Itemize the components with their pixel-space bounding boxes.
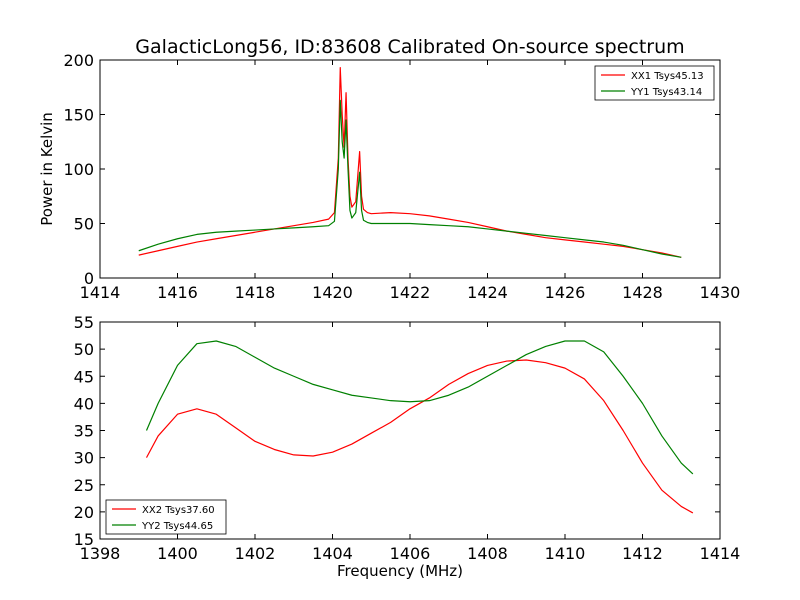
- x-tick-label: 1414: [700, 544, 741, 563]
- legend-label-1: XX2 Tsys37.60: [142, 505, 215, 516]
- y-tick-label: 30: [74, 449, 94, 468]
- legend: XX2 Tsys37.60 YY2 Tsys44.65: [105, 499, 227, 535]
- x-tick-label: 1416: [157, 283, 198, 302]
- y-tick-label: 45: [74, 367, 94, 386]
- x-tick-label: 1412: [622, 544, 663, 563]
- x-tick-label: 1424: [467, 283, 508, 302]
- top-panel: 1414 1416 1418 1420 1422 1424 1426 1428 1430 0 50 1…: [38, 51, 740, 302]
- y-tick-label: 100: [63, 160, 94, 179]
- figure-title: GalacticLong56, ID:83608 Calibrated On-s…: [135, 36, 684, 58]
- y-tick-label: 200: [63, 51, 94, 70]
- bottom-panel: 1398 1400 1402 1404 1406 1408 1410 1412 1414 15 20…: [74, 313, 741, 580]
- legend-box: [594, 65, 715, 101]
- y-tick-label: 150: [63, 106, 94, 125]
- y-tick-label: 15: [74, 530, 94, 549]
- x-tick-label: 1426: [545, 283, 586, 302]
- x-tick-label: 1404: [312, 544, 353, 563]
- y-tick-label: 40: [74, 394, 94, 413]
- x-tick-label: 1406: [390, 544, 431, 563]
- x-tick-label: 1430: [700, 283, 741, 302]
- y-tick-label: 35: [74, 422, 94, 441]
- x-tick-label: 1410: [545, 544, 586, 563]
- x-tick-label: 1398: [80, 544, 121, 563]
- x-axis-label: Frequency (MHz): [337, 562, 463, 580]
- legend-box: [105, 499, 227, 535]
- series-line-1: [145, 359, 694, 514]
- x-tick-label: 1402: [235, 544, 276, 563]
- y-tick-label: 55: [74, 313, 94, 332]
- y-tick-label: 20: [74, 503, 94, 522]
- x-tick-label: 1428: [622, 283, 663, 302]
- x-tick-label: 1422: [390, 283, 431, 302]
- y-tick-label: 0: [84, 269, 94, 288]
- y-tick-label: 50: [74, 215, 94, 234]
- y-tick-label: 50: [74, 340, 94, 359]
- legend: XX1 Tsys45.13 YY1 Tsys43.14: [594, 65, 715, 101]
- y-tick-label: 25: [74, 476, 94, 495]
- legend-label-2: YY1 Tsys43.14: [630, 87, 702, 98]
- series-line-2: [145, 340, 694, 475]
- x-tick-label: 1418: [235, 283, 276, 302]
- x-tick-label: 1408: [467, 544, 508, 563]
- x-tick-label: 1400: [157, 544, 198, 563]
- legend-label-1: XX1 Tsys45.13: [631, 71, 704, 82]
- x-tick-label: 1414: [80, 283, 121, 302]
- legend-label-2: YY2 Tsys44.65: [141, 521, 213, 532]
- x-tick-label: 1420: [312, 283, 353, 302]
- y-axis-label: Power in Kelvin: [38, 112, 56, 226]
- series-line-2: [138, 99, 682, 258]
